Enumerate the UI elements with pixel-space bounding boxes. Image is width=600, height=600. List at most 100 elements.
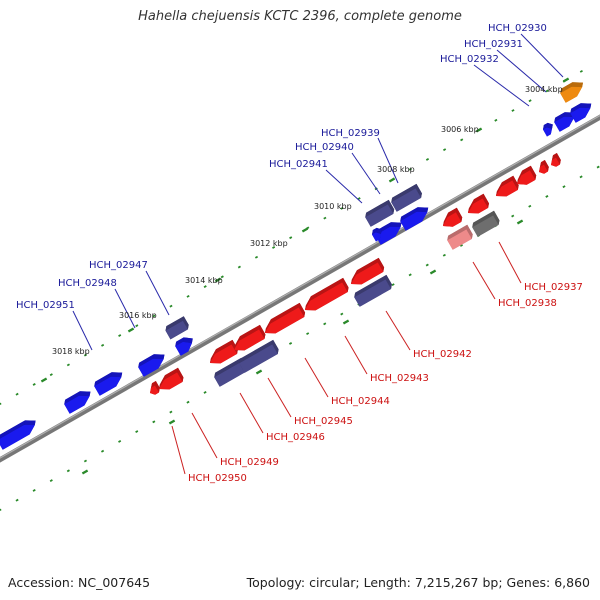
tick-dot: [203, 285, 207, 289]
gene-glyph-HCH_02949[interactable]: [155, 367, 186, 394]
gene-glyph-red-1[interactable]: [206, 339, 240, 368]
scale-label-3010: 3010 kbp: [314, 202, 352, 211]
gene-glyph-HCH_02944[interactable]: [301, 277, 351, 315]
major-tick: [388, 177, 396, 183]
tick-dot: [562, 185, 566, 189]
gene-glyph-HCH_02939[interactable]: [390, 183, 424, 212]
tick-dot: [511, 109, 515, 112]
tick-dot: [83, 353, 88, 357]
gene-glyph-red-5[interactable]: [464, 193, 491, 218]
tick-dot: [0, 508, 2, 512]
gene-label-HCH_02946[interactable]: HCH_02946: [266, 432, 325, 443]
gene-glyph-HCH_02932[interactable]: [553, 108, 580, 132]
gene-label-HCH_02950[interactable]: HCH_02950: [188, 473, 247, 484]
tick-dot: [0, 402, 2, 406]
tick-dot: [596, 165, 600, 169]
major-tick: [255, 369, 263, 375]
leader-HCH_02931: [496, 49, 547, 93]
leader-HCH_02939: [377, 137, 399, 184]
tick-dot: [408, 167, 412, 171]
leader-HCH_02948: [114, 288, 136, 329]
leader-HCH_02937: [498, 241, 522, 284]
gene-label-HCH_02938[interactable]: HCH_02938: [498, 298, 557, 309]
gene-label-HCH_02944[interactable]: HCH_02944: [331, 396, 390, 407]
gene-glyph-HCH_02947[interactable]: [164, 316, 191, 340]
leader-HCH_02943: [344, 335, 368, 375]
gene-glyph-HCH_02948[interactable]: [174, 334, 198, 356]
gene-glyph-red-3[interactable]: [261, 302, 307, 338]
gene-glyph-HCH_02930[interactable]: [559, 78, 588, 103]
gene-label-HCH_02940[interactable]: HCH_02940: [295, 142, 354, 153]
scale-label-3018: 3018 kbp: [52, 347, 90, 356]
tick-dot: [152, 420, 156, 424]
tick-dot: [49, 479, 53, 483]
gene-glyph-red-8[interactable]: [535, 160, 550, 175]
gene-label-HCH_02931[interactable]: HCH_02931: [464, 39, 523, 50]
tick-dot: [391, 283, 395, 287]
major-tick: [81, 469, 89, 475]
tick-dot: [289, 236, 293, 240]
gene-label-HCH_02932[interactable]: HCH_02932: [440, 54, 499, 65]
leader-HCH_02930: [520, 33, 564, 78]
scale-label-3008: 3008 kbp: [377, 165, 415, 174]
gene-glyph-HCH_02940[interactable]: [364, 199, 396, 227]
genome-backbone-highlight: [0, 114, 600, 459]
gene-glyph-HCH_02938[interactable]: [446, 224, 475, 250]
major-tick: [127, 327, 135, 333]
gene-label-HCH_02945[interactable]: HCH_02945: [294, 416, 353, 427]
tick-dot: [118, 439, 122, 443]
major-tick: [168, 419, 176, 425]
tick-dot: [511, 214, 515, 218]
tick-dot: [272, 246, 276, 249]
genome-backbone: [0, 114, 600, 463]
major-tick: [475, 127, 483, 133]
tick-dot: [118, 334, 122, 337]
scale-label-3012: 3012 kbp: [250, 239, 288, 248]
gene-glyph-HCH_02943[interactable]: [347, 257, 386, 289]
gene-glyph-HCH_02950[interactable]: [146, 381, 161, 396]
gene-glyph-red-2[interactable]: [230, 324, 268, 355]
gene-glyph-top-2[interactable]: [63, 387, 95, 414]
gene-label-HCH_02948[interactable]: HCH_02948: [58, 278, 117, 289]
gene-glyph-red-9[interactable]: [547, 153, 562, 168]
tick-dot: [545, 89, 549, 93]
gene-glyph-HCH_02941b[interactable]: [399, 203, 433, 231]
tick-dot: [66, 363, 70, 367]
gene-label-HCH_02947[interactable]: HCH_02947: [89, 260, 148, 271]
tick-dots: [0, 69, 600, 512]
gene-label-HCH_02941[interactable]: HCH_02941: [269, 159, 328, 170]
tick-dot: [528, 204, 532, 208]
gene-label-HCH_02949[interactable]: HCH_02949: [220, 457, 279, 468]
gene-features[interactable]: [0, 78, 596, 450]
gene-glyph-HCH_02945[interactable]: [238, 339, 281, 373]
gene-glyph-HCH_02951[interactable]: [137, 350, 169, 377]
tick-dot: [237, 265, 241, 269]
gene-label-HCH_02937[interactable]: HCH_02937: [524, 282, 583, 293]
gene-glyph-red-4[interactable]: [439, 207, 464, 231]
tick-dot: [66, 469, 70, 473]
gene-glyph-top-1[interactable]: [0, 416, 40, 450]
gene-glyph-HCH_02937[interactable]: [471, 210, 502, 237]
gene-label-HCH_02939[interactable]: HCH_02939: [321, 128, 380, 139]
gene-label-HCH_02942[interactable]: HCH_02942: [413, 349, 472, 360]
tick-dot: [100, 449, 105, 453]
gene-label-HCH_02943[interactable]: HCH_02943: [370, 373, 429, 384]
gene-glyph-small-1[interactable]: [541, 121, 556, 137]
gene-label-HCH_02951[interactable]: HCH_02951: [16, 300, 75, 311]
tick-dot: [32, 383, 36, 386]
gene-glyph-HCH_02946[interactable]: [213, 357, 249, 387]
gene-glyph-HCH_02931[interactable]: [569, 99, 596, 123]
tick-dot: [425, 263, 429, 267]
gene-label-HCH_02930[interactable]: HCH_02930: [488, 23, 547, 34]
gene-glyph-top-3[interactable]: [93, 368, 127, 396]
genome-summary: Topology: circular; Length: 7,215,267 bp…: [246, 575, 590, 590]
gene-glyph-HCH_02942[interactable]: [353, 274, 394, 307]
gene-glyph-red-6[interactable]: [492, 175, 521, 201]
tick-dot: [460, 138, 464, 142]
tick-dot: [340, 312, 344, 316]
scale-label-3016: 3016 kbp: [119, 311, 157, 320]
gene-glyph-red-7[interactable]: [513, 165, 538, 189]
tick-dot: [186, 294, 190, 298]
tick-dot: [83, 459, 88, 463]
gene-glyph-small-2[interactable]: [370, 226, 385, 242]
